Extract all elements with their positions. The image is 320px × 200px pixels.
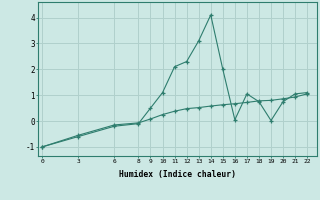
X-axis label: Humidex (Indice chaleur): Humidex (Indice chaleur) (119, 170, 236, 179)
